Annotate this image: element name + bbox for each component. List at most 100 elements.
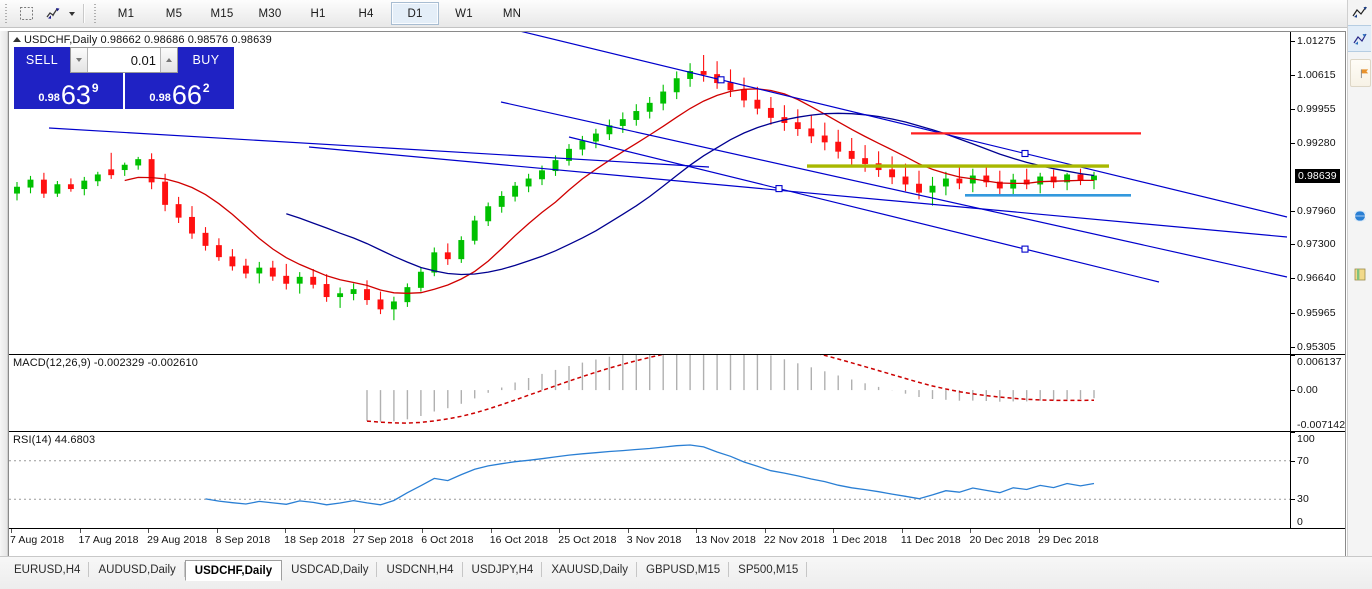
candle-body <box>471 220 478 241</box>
macd-pane[interactable]: MACD(12,26,9) -0.002329 -0.002610 0.0061… <box>9 355 1345 432</box>
rsi-tick <box>1291 460 1295 462</box>
alert-card[interactable] <box>1350 59 1371 87</box>
timeframe-mn[interactable]: MN <box>502 7 522 20</box>
flag-icon <box>1360 68 1369 78</box>
candle-body <box>350 289 357 294</box>
one-click-trading-panel[interactable]: SELL 0.01 BUY 0.98 63 9 0.98 66 2 <box>14 47 234 109</box>
timeframe-w1[interactable]: W1 <box>455 7 473 20</box>
crosshair-icon[interactable] <box>13 3 39 25</box>
time-tick <box>696 529 698 533</box>
time-axis[interactable]: 7 Aug 2018 17 Aug 2018 29 Aug 2018 8 Sep 20… <box>9 529 1345 557</box>
chart-tab-usdjpy-h4[interactable]: USDJPY,H4 <box>463 560 543 580</box>
main-toolbar: M1 M5 M15 M30 H1 H4 D1 W1 MN <box>0 0 1372 28</box>
candle-body <box>404 287 411 303</box>
chart-window[interactable]: USDCHF,Daily 0.98662 0.98686 0.98576 0.9… <box>8 31 1346 558</box>
candle-body <box>942 178 949 187</box>
chart-tab-usdcad-daily[interactable]: USDCAD,Daily <box>282 560 378 580</box>
price-tick-label: 0.99955 <box>1297 102 1336 115</box>
rsi-pane[interactable]: RSI(14) 44.6803 100 70 30 0 <box>9 432 1345 529</box>
buy-price-display[interactable]: 0.98 66 2 <box>125 73 234 109</box>
chart-tab-audusd-daily[interactable]: AUDUSD,Daily <box>89 560 185 580</box>
volume-increase-icon[interactable] <box>160 48 177 72</box>
time-tick <box>353 529 355 533</box>
chart-symbol-label: USDCHF,Daily 0.98662 0.98686 0.98576 0.9… <box>13 34 272 46</box>
time-axis-label: 29 Dec 2018 <box>1038 534 1099 546</box>
trendline-inner <box>308 146 1288 238</box>
trendline-top-left <box>48 127 710 168</box>
timeframe-h4[interactable]: H4 <box>358 7 374 20</box>
time-axis-label: 7 Aug 2018 <box>10 534 65 546</box>
timeframe-d1[interactable]: D1 <box>391 2 439 25</box>
timeframe-h1[interactable]: H1 <box>310 7 326 20</box>
candle-body <box>889 169 896 178</box>
volume-stepper[interactable]: 0.01 <box>70 47 178 73</box>
collapse-triangle-icon <box>13 37 21 42</box>
chart-tab-usdchf-daily[interactable]: USDCHF,Daily <box>184 560 283 581</box>
book-icon[interactable] <box>1348 262 1371 287</box>
volume-value[interactable]: 0.01 <box>130 52 156 68</box>
timeframe-m15[interactable]: M15 <box>210 7 234 20</box>
chart-tab-bar[interactable]: EURUSD,H4 AUDUSD,Daily USDCHF,Daily USDCAD,… <box>0 556 1372 589</box>
price-tick-label: 0.99280 <box>1297 137 1336 150</box>
sell-price-display[interactable]: 0.98 63 9 <box>14 73 123 109</box>
candle-body <box>135 159 142 166</box>
candle-body <box>1023 179 1030 185</box>
price-axis[interactable]: 1.01275 1.00615 0.99955 0.99280 0.97960 0.973… <box>1290 32 1345 354</box>
candle-body <box>498 195 505 207</box>
chart-left-scroll[interactable] <box>0 31 8 558</box>
price-tick <box>1291 40 1295 42</box>
candle-body <box>916 183 922 193</box>
candle-body <box>377 299 384 310</box>
candle-body <box>364 289 370 301</box>
globe-icon[interactable] <box>1348 203 1371 228</box>
price-tick-label: 1.00615 <box>1297 68 1336 81</box>
candle-body <box>767 107 774 118</box>
price-tick-label: 0.95305 <box>1297 340 1336 353</box>
macd-canvas <box>366 355 1095 424</box>
candle-body <box>175 204 182 218</box>
time-axis-label: 17 Aug 2018 <box>78 534 139 546</box>
timeframe-m30[interactable]: M30 <box>258 7 282 20</box>
price-tick <box>1291 143 1295 145</box>
time-axis-label: 1 Dec 2018 <box>832 534 888 546</box>
candle-body <box>687 71 694 79</box>
candle-body <box>296 276 303 284</box>
timeframe-m5[interactable]: M5 <box>165 7 183 20</box>
chart-tab-gbpusd-m15[interactable]: GBPUSD,M15 <box>637 560 730 580</box>
rsi-tick-label: 100 <box>1297 433 1315 445</box>
price-tick <box>1291 210 1295 212</box>
time-tick <box>764 529 766 533</box>
chart-tab-label: AUDUSD,Daily <box>98 564 176 576</box>
price-tick <box>1291 346 1295 348</box>
timeframe-toolbar-grip[interactable] <box>92 3 100 24</box>
time-axis-label: 20 Dec 2018 <box>969 534 1031 546</box>
candle-body <box>458 240 465 260</box>
chart-tab-sp500-m15[interactable]: SP500,M15 <box>729 560 808 580</box>
candle-body <box>1077 174 1084 181</box>
rsi-plot <box>9 432 1291 528</box>
market-watch-icon[interactable] <box>1348 0 1371 25</box>
time-axis-label: 18 Sep 2018 <box>284 534 345 546</box>
current-price-label: 0.98639 <box>1295 168 1340 183</box>
macd-tick <box>1291 390 1295 392</box>
price-tick <box>1291 108 1295 110</box>
buy-button[interactable]: BUY <box>178 47 234 73</box>
sell-button[interactable]: SELL <box>14 47 70 73</box>
candle-body <box>323 284 330 298</box>
chart-tab-usdcnh-h4[interactable]: USDCNH,H4 <box>377 560 463 580</box>
timeframe-m1[interactable]: M1 <box>117 7 135 20</box>
navigator-icon[interactable] <box>1348 25 1371 52</box>
time-axis-label: 29 Aug 2018 <box>147 534 208 546</box>
time-axis-label: 16 Oct 2018 <box>489 534 549 546</box>
toolbar-grip[interactable] <box>3 3 11 24</box>
time-tick <box>422 529 424 533</box>
ma-fast-line <box>124 88 1094 294</box>
volume-decrease-icon[interactable] <box>71 48 88 72</box>
chart-tab-xauusd-daily[interactable]: XAUUSD,Daily <box>542 560 638 580</box>
indicators-icon[interactable] <box>39 3 65 25</box>
candle-body <box>673 78 680 93</box>
macd-tick-label: -0.007142 <box>1297 419 1345 431</box>
indicators-dropdown-icon[interactable] <box>65 3 78 25</box>
chart-tab-eurusd-h4[interactable]: EURUSD,H4 <box>5 560 90 580</box>
trendline-channel-upper <box>521 32 1288 218</box>
